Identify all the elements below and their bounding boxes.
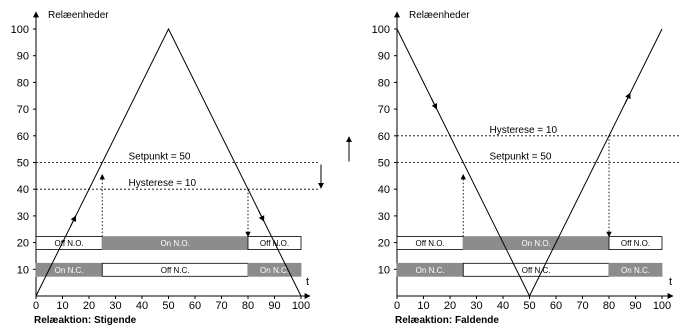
x-tick-label: 10: [56, 300, 68, 312]
y-axis-title: Relæenheder: [409, 10, 470, 21]
x-tick-label: 40: [497, 300, 509, 312]
y-tick-label: 50: [378, 158, 390, 170]
relay-bar-nc-label: On N.C.: [260, 266, 289, 275]
relay-bar-nc-label: On N.C.: [416, 266, 445, 275]
threshold-label: Hysterese = 10: [129, 178, 197, 189]
x-tick-label: 60: [550, 300, 562, 312]
relay-bar-no-label: On N.O.: [521, 239, 550, 248]
hysteresis-arrows: [318, 136, 352, 189]
panel-caption: Relæaktion: Faldende: [395, 315, 499, 326]
y-tick-label: 10: [378, 264, 390, 276]
process-value-line: [35, 27, 302, 297]
y-tick-label: 40: [378, 184, 390, 196]
x-tick-label: 0: [33, 300, 39, 312]
x-tick-label: 90: [629, 300, 641, 312]
threshold-label: Setpunkt = 50: [129, 152, 191, 163]
x-tick-label: 100: [292, 300, 310, 312]
y-tick-label: 80: [17, 77, 29, 89]
rising-action-chart: Relæenheder t 10 20 30 40 50 60 70 80 90 100 0 10 20 30…: [11, 10, 319, 326]
x-tick-label: 70: [576, 300, 588, 312]
relay-bar-nc-label: On N.C.: [621, 266, 650, 275]
direction-arrow: [258, 210, 265, 222]
y-tick-label: 100: [11, 24, 29, 36]
x-tick-label: 80: [603, 300, 615, 312]
x-tick-label: 20: [444, 300, 456, 312]
x-tick-label: 20: [83, 300, 95, 312]
threshold-label: Hysterese = 10: [490, 125, 558, 136]
x-tick-label: 0: [394, 300, 400, 312]
panel-caption: Relæaktion: Stigende: [34, 315, 137, 326]
y-tick-label: 20: [378, 238, 390, 250]
direction-arrow: [624, 92, 631, 104]
y-tick-label: 60: [378, 131, 390, 143]
process-value-line: [396, 28, 663, 298]
x-axis-title: t: [669, 276, 672, 288]
y-tick-label: 90: [378, 51, 390, 63]
y-tick-label: 60: [17, 131, 29, 143]
x-tick-label: 30: [109, 300, 121, 312]
x-tick-label: 50: [523, 300, 535, 312]
relay-bar-no-label: On N.O.: [160, 239, 189, 248]
x-tick-label: 70: [215, 300, 227, 312]
y-tick-label: 70: [17, 104, 29, 116]
relay-bar-no-segment: [608, 236, 663, 251]
y-axis-title: Relæenheder: [48, 10, 109, 21]
relay-bar-nc-segment: [247, 262, 302, 277]
y-tick-label: 80: [378, 77, 390, 89]
y-tick-label: 20: [17, 238, 29, 250]
relay-bar-nc-label: On N.C.: [55, 266, 84, 275]
x-tick-label: 30: [470, 300, 482, 312]
x-tick-label: 60: [189, 300, 201, 312]
y-tick-label: 40: [17, 184, 29, 196]
y-tick-label: 70: [378, 104, 390, 116]
y-tick-label: 30: [378, 211, 390, 223]
direction-arrow: [431, 98, 438, 110]
x-tick-label: 10: [417, 300, 429, 312]
x-tick-label: 100: [653, 300, 671, 312]
x-tick-label: 50: [162, 300, 174, 312]
relay-bar-nc-segment: [608, 262, 663, 277]
relay-bar-nc-label: Off N.C.: [522, 266, 551, 275]
direction-arrow: [70, 215, 77, 227]
x-tick-label: 40: [136, 300, 148, 312]
x-tick-label: 80: [242, 300, 254, 312]
threshold-label: Setpunkt = 50: [490, 152, 552, 163]
x-axis-title: t: [306, 276, 309, 288]
relay-bar-no-label: Off N.O.: [621, 239, 650, 248]
y-tick-label: 30: [17, 211, 29, 223]
x-tick-label: 90: [268, 300, 280, 312]
y-tick-label: 10: [17, 264, 29, 276]
falling-action-chart: Relæenheder t 10 20 30 40 50 60 70 80 90 100 0 10 20 30…: [372, 10, 680, 326]
y-tick-label: 50: [17, 158, 29, 170]
y-tick-label: 100: [372, 24, 390, 36]
relay-bar-no-label: Off N.O.: [55, 239, 84, 248]
relay-bar-no-label: Off N.O.: [416, 239, 445, 248]
y-tick-label: 90: [17, 51, 29, 63]
relay-bar-nc-label: Off N.C.: [161, 266, 190, 275]
